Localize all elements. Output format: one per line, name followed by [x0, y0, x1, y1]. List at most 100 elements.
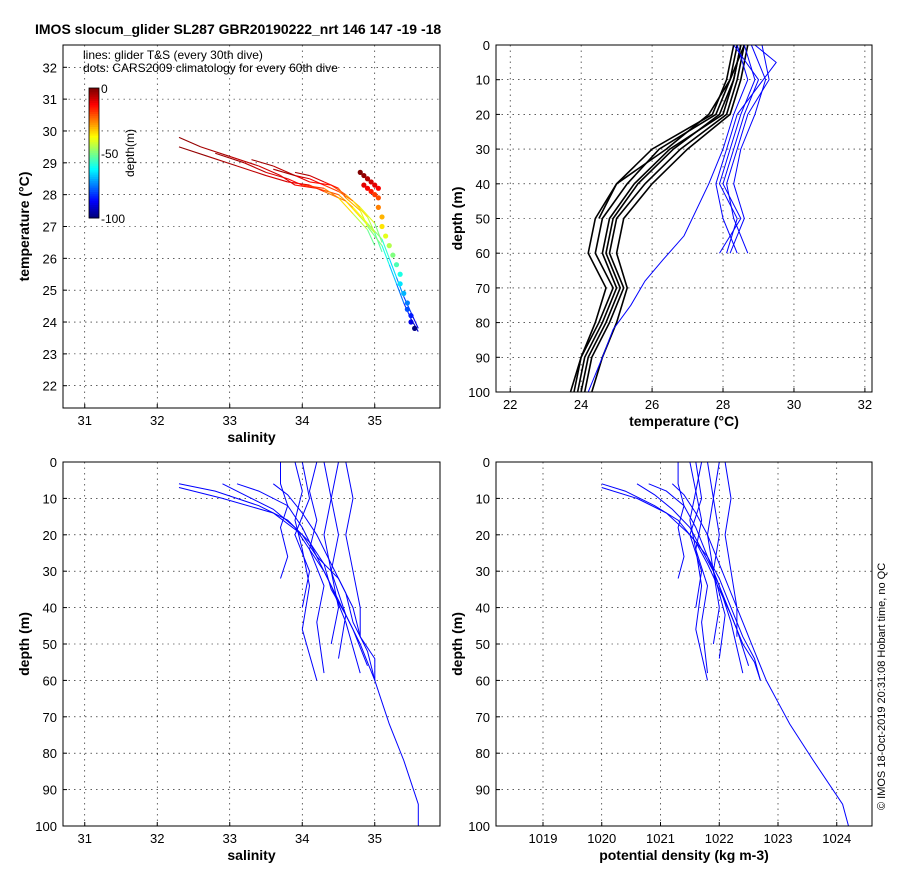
ts-line-segment: [294, 184, 317, 189]
climatology-dot: [368, 179, 374, 185]
ts-line-segment: [367, 226, 383, 246]
colorbar-segment: [89, 94, 99, 98]
ts-line-segment: [251, 159, 274, 167]
profile-line: [587, 44, 749, 393]
ts-line-segment: [265, 175, 288, 183]
climatology-dot: [393, 262, 400, 268]
climatology-dot: [404, 300, 410, 306]
colorbar-segment: [89, 98, 99, 102]
profile-line: [294, 461, 311, 608]
x-tick-label: 33: [223, 831, 237, 846]
profile-line: [719, 44, 760, 254]
colorbar-segment: [89, 168, 99, 171]
legend-note: lines: glider T&S (every 30th dive): [83, 48, 263, 62]
y-tick-label: 29: [43, 156, 57, 171]
profile-line: [718, 44, 756, 254]
ts-line-segment: [287, 178, 303, 186]
colorbar-segment: [89, 124, 99, 128]
ts-line-segment: [345, 200, 361, 218]
colorbar-segment: [89, 105, 99, 108]
colorbar-segment: [89, 118, 99, 121]
x-tick-label: 35: [368, 413, 382, 428]
colorbar-segment: [89, 161, 99, 165]
profile-line: [330, 461, 347, 659]
y-tick-label: 70: [476, 281, 490, 296]
ts-line-segment: [359, 216, 376, 234]
colorbar-segment: [89, 120, 99, 124]
x-tick-label: 24: [574, 397, 588, 412]
ts-line-segment: [302, 184, 325, 189]
y-tick-label: 20: [43, 528, 57, 543]
ts-line-segment: [200, 146, 230, 157]
colorbar-segment: [89, 174, 99, 178]
legend-note: dots: CARS2009 climatology for every 60t…: [83, 61, 338, 75]
profile-line: [598, 44, 746, 219]
colorbar-segment: [89, 150, 99, 154]
y-tick-label: 23: [43, 347, 57, 362]
climatology-dot: [386, 243, 392, 249]
y-axis-label: depth (m): [449, 612, 465, 676]
ts-line-segment: [244, 162, 267, 173]
x-tick-label: 26: [645, 397, 659, 412]
colorbar-segment: [89, 114, 99, 117]
ts-line-segment: [323, 187, 339, 199]
y-tick-label: 30: [476, 564, 490, 579]
y-tick-label: 50: [476, 212, 490, 227]
colorbar-segment: [89, 159, 99, 163]
ts-line-segment: [229, 155, 259, 167]
colorbar-segment: [89, 207, 99, 210]
colorbar-segment: [89, 96, 99, 100]
y-tick-label: 10: [476, 491, 490, 506]
ts-line-segment: [352, 200, 368, 218]
x-tick-label: 32: [150, 831, 164, 846]
y-tick-label: 20: [476, 107, 490, 122]
ts-diagram-series-group: [178, 136, 419, 332]
figure-title: IMOS slocum_glider SL287 GBR20190222_nrt…: [35, 21, 441, 37]
y-tick-label: 90: [43, 783, 57, 798]
colorbar-segment: [89, 111, 99, 115]
profile-line: [178, 483, 376, 681]
colorbar-segment: [89, 142, 99, 145]
profile-line: [726, 44, 770, 254]
x-tick-label: 22: [503, 397, 517, 412]
ts-line-segment: [366, 216, 376, 234]
x-tick-label: 1023: [764, 831, 793, 846]
y-tick-label: 40: [476, 177, 490, 192]
y-tick-label: 90: [476, 350, 490, 365]
profile-line: [729, 44, 767, 254]
colorbar-segment: [89, 146, 99, 150]
profile-line: [576, 44, 742, 393]
climatology-dot: [379, 223, 385, 230]
profile-line: [580, 44, 742, 393]
x-tick-label: 30: [787, 397, 801, 412]
climatology-dot: [361, 172, 367, 179]
ts-line-segment: [366, 229, 376, 246]
profile-line: [689, 461, 708, 681]
ts-line-segment: [294, 175, 310, 180]
colorbar-segment: [89, 213, 99, 217]
ts-line-segment: [359, 210, 369, 227]
ts-line-segment: [258, 165, 281, 177]
ts-line-segment: [338, 191, 354, 202]
profile-line: [712, 461, 726, 659]
profile-line: [601, 483, 761, 681]
y-tick-label: 26: [43, 251, 57, 266]
colorbar-tick-label: -100: [101, 212, 125, 226]
climatology-dot: [357, 169, 363, 175]
profile-line: [178, 487, 376, 681]
y-tick-label: 40: [476, 601, 490, 616]
colorbar-segment: [89, 205, 99, 208]
colorbar-segment: [89, 153, 99, 156]
climatology-dot: [361, 182, 367, 188]
y-tick-label: 24: [43, 315, 57, 330]
y-tick-label: 31: [43, 92, 57, 107]
chart-panels: 31 32 33 34 35 22 23 24 25 26 27 28 29 30 31 32 salinity…: [16, 38, 873, 863]
ts-line-segment: [323, 181, 339, 189]
ts-line-segment: [323, 190, 346, 202]
colorbar-tick-label: -50: [101, 147, 119, 161]
colorbar-segment: [89, 129, 99, 132]
colorbar-segment: [89, 185, 99, 189]
profile-line: [222, 483, 368, 666]
colorbar-segment: [89, 135, 99, 139]
profile-line: [648, 483, 744, 674]
